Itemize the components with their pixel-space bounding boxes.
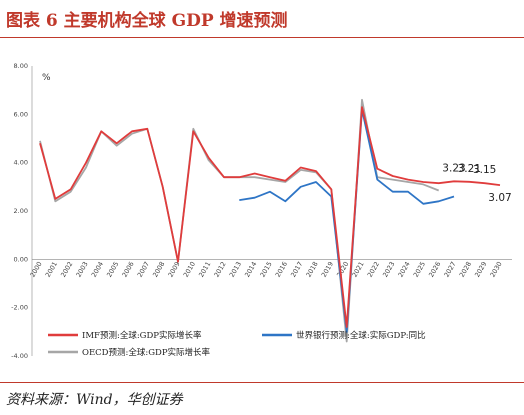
x-tick-label: 2003 [75,260,90,278]
x-tick-label: 2014 [243,260,258,278]
y-ticks: 8.00 6.00 4.00 2.00 0.00 -2.00 -4.00 [11,62,28,360]
x-tick-label: 2027 [443,260,458,278]
x-tick-label: 2001 [44,260,59,278]
x-ticks: 2000 2001 2002 2003 2004 2005 2006 2007 2008 2009… [29,260,504,278]
x-tick-label: 2000 [29,260,44,278]
x-tick-label: 2017 [289,260,304,278]
data-labels: 3.233.213.15 3.07 [442,162,511,204]
x-tick-label: 2009 [167,260,182,278]
legend-label: OECD预测:全球:GDP实际增长率 [82,347,211,358]
x-tick-label: 2028 [458,260,473,278]
data-label: 3.23 [442,162,465,174]
x-tick-label: 2025 [412,260,427,278]
x-tick-label: 2022 [366,260,381,278]
y-tick-label: 0.00 [14,255,28,263]
x-tick-label: 2008 [151,260,166,278]
x-tick-label: 2021 [351,260,366,278]
data-label: 3.21 [458,163,481,175]
x-tick-label: 2023 [381,260,396,278]
data-label: 3.15 [473,164,496,176]
x-tick-label: 2016 [274,260,289,278]
x-tick-label: 2024 [397,260,412,278]
y-tick-label: 6.00 [14,110,28,118]
series-line-0 [39,106,501,328]
series-line-1 [239,108,455,333]
x-tick-label: 2029 [473,260,488,278]
page-title: 图表 6 主要机构全球 GDP 增速预测 [6,11,288,31]
x-tick-label: 2012 [213,260,228,278]
source-note: 资料来源：Wind，华创证券 [6,392,183,408]
chart: 8.006.004.002.000.00-2.00-4.00 2000 2001 2… [11,62,512,360]
x-tick-label: 2026 [427,260,442,278]
title-bar: 图表 6 主要机构全球 GDP 增速预测 [0,0,524,38]
x-tick-label: 2010 [182,260,197,278]
y-tick-label: -4.00 [11,352,28,360]
y-tick-label: 2.00 [14,207,28,215]
x-tick-label: 2015 [259,260,274,278]
x-tick-label: 2011 [197,260,212,278]
x-tick-label: 2007 [136,260,151,278]
legend-label: IMF预测:全球:GDP实际增长率 [82,330,202,341]
x-tick-label: 2013 [228,260,243,278]
x-tick-label: 2030 [489,260,504,278]
x-tick-label: 2018 [305,260,320,278]
x-tick-label: 2019 [320,260,335,278]
y-tick-label: 8.00 [14,62,28,70]
x-tick-label: 2004 [90,260,105,278]
data-label: 3.07 [488,192,511,204]
series-lines [39,98,501,343]
legend-label: 世界银行预测:全球:实际GDP:同比 [296,330,426,341]
y-tick-label: -2.00 [11,304,28,312]
source-bar: 资料来源：Wind，华创证券 [0,382,524,415]
x-tick-label: 2020 [335,260,350,278]
legend: IMF预测:全球:GDP实际增长率 世界银行预测:全球:实际GDP:同比 OECD预… [48,330,426,358]
x-tick-label: 2002 [59,260,74,278]
x-tick-label: 2006 [121,260,136,278]
y-tick-label: 4.00 [14,159,28,167]
x-tick-label: 2005 [105,260,120,278]
unit-label: % [42,73,51,83]
